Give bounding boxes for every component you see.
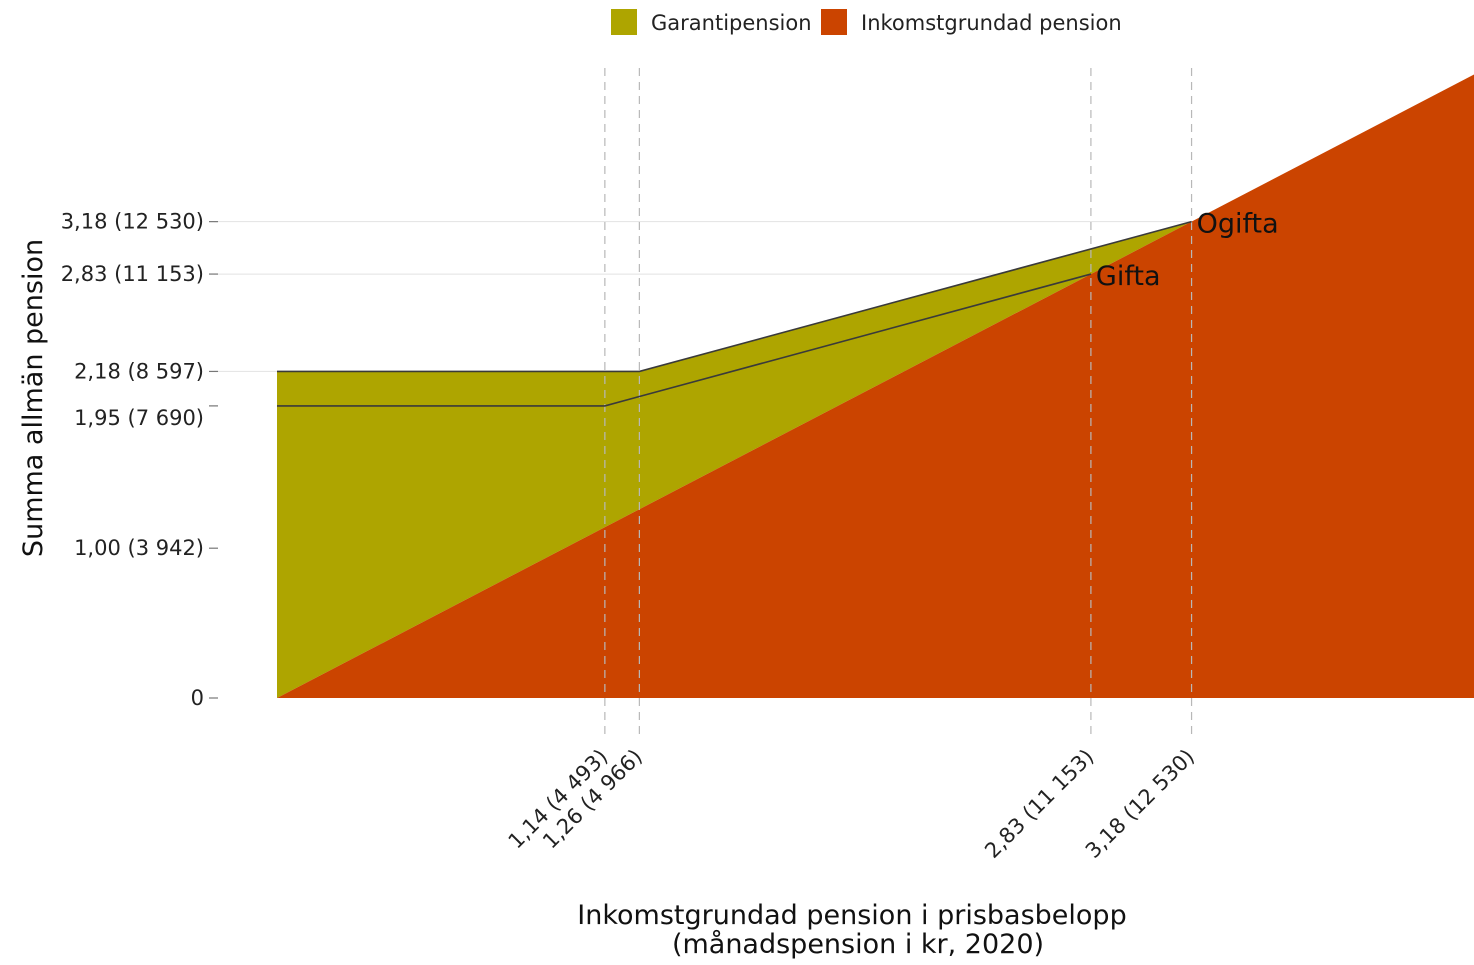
- annotations: Ogifta Gifta: [1096, 209, 1279, 292]
- y-axis-title: Summa allmän pension: [18, 239, 49, 557]
- legend: Garantipension Inkomstgrundad pension: [611, 9, 1122, 35]
- chart-areas: [277, 74, 1474, 699]
- y-tick-label: 2,18 (8 597): [74, 359, 204, 383]
- chart-lines: [277, 220, 1192, 407]
- legend-swatch-inkomstgrundad: [821, 9, 847, 35]
- area-garantipension: [277, 221, 1192, 699]
- x-axis-subtitle: (månadspension i kr, 2020): [672, 929, 1044, 960]
- legend-label-garantipension: Garantipension: [651, 11, 812, 35]
- y-axis: 0 1,00 (3 942) 1,95 (7 690) 2,18 (8 597) 2,8…: [61, 210, 218, 710]
- annotation-ogifta: Ogifta: [1197, 209, 1279, 240]
- line-gifta: [277, 273, 1092, 407]
- y-tick-label: 1,95 (7 690): [74, 406, 204, 430]
- y-tick-label: 0: [191, 686, 204, 710]
- x-tick-label: 3,18 (12 530): [1081, 745, 1199, 863]
- y-tick-label: 1,00 (3 942): [74, 536, 204, 560]
- y-tick-label: 2,83 (11 153): [61, 262, 204, 286]
- legend-label-inkomstgrundad: Inkomstgrundad pension: [861, 11, 1122, 35]
- y-tick-label: 3,18 (12 530): [61, 210, 204, 234]
- legend-swatch-garantipension: [611, 9, 637, 35]
- x-axis: 1,14 (4 493)1,26 (4 966) 2,83 (11 153)3,1…: [504, 745, 1200, 863]
- area-inkomstgrundad-pension: [277, 74, 1474, 698]
- x-axis-title: Inkomstgrundad pension i prisbasbelopp: [577, 900, 1126, 931]
- line-ogifta: [277, 220, 1192, 373]
- annotation-gifta: Gifta: [1096, 261, 1161, 292]
